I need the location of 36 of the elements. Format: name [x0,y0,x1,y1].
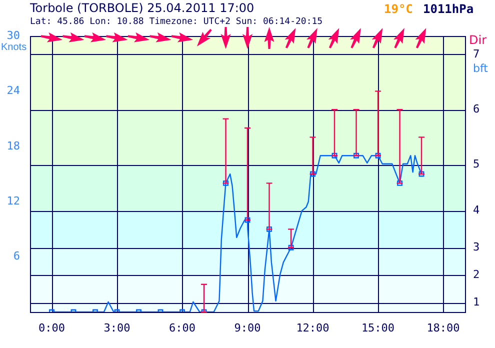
point [332,152,338,158]
y-tick-label: 24 [6,84,20,98]
text: 2 [473,268,480,282]
text: 1011hPa [423,2,474,16]
y-tick-label: 12 [6,194,20,208]
y-tick-label: 6 [13,250,20,263]
x-tick-label: 18:00 [426,321,460,334]
x-tick-label: 0:00 [38,321,65,334]
y-tick-label: 30 [6,28,20,42]
x-tick-label: 15:00 [361,321,395,334]
text: 5 [473,158,480,171]
x-tick-label: 12:00 [296,321,330,334]
point [354,152,359,158]
point [375,152,381,158]
text: 1 [473,296,480,309]
point [397,180,402,186]
text: Dir [469,33,487,47]
point [310,171,316,177]
text: 19°C [384,2,413,16]
y2-axis-title: bft [473,62,489,75]
x-tick-label: 9:00 [234,321,261,334]
point [266,226,272,232]
x-tick-label: 3:00 [104,321,130,334]
text: 6 [473,102,480,116]
point [418,171,424,177]
text: 7 [473,47,480,60]
point [288,244,294,250]
y-axis-title: Knots [1,42,27,53]
chart-title: Torbole (TORBOLE) 25.04.2011 17:00 [29,1,254,15]
text: 4 [473,204,480,217]
x-tick-label: 6:00 [169,321,196,334]
point [244,217,250,223]
text: 3 [473,240,480,254]
chart-subtitle: Lat: 45.86 Lon: 10.88 Timezone: UTC+2 Sun: 06:14-20:15 [30,17,323,27]
y-tick-label: 18 [6,139,20,152]
point [223,180,228,186]
